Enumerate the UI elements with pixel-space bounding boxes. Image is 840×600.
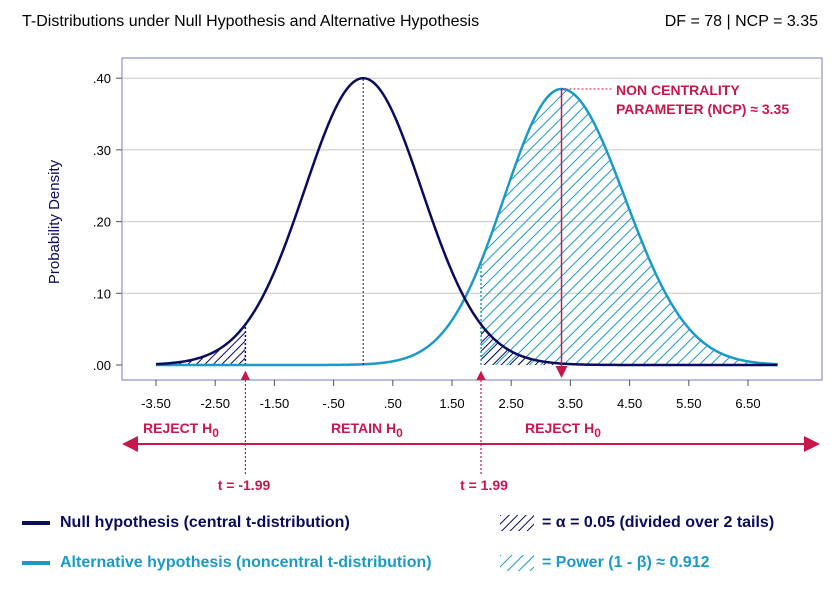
crit-label-right: t = 1.99 xyxy=(460,477,508,493)
legend-null-label: Null hypothesis (central t-distribution) xyxy=(60,514,350,531)
legend-alpha-swatch xyxy=(500,515,534,531)
x-tick-label: .50 xyxy=(384,396,402,411)
y-tick-label: .40 xyxy=(93,71,111,86)
legend-null: Null hypothesis (central t-distribution) xyxy=(22,514,350,532)
x-tick-label: 4.50 xyxy=(617,396,642,411)
plot-frame xyxy=(121,57,823,381)
legend-alt-label: Alternative hypothesis (noncentral t-dis… xyxy=(60,554,432,571)
y-tick-label: .30 xyxy=(93,143,111,158)
x-tick-label: 5.50 xyxy=(676,396,701,411)
x-tick-label: 2.50 xyxy=(499,396,524,411)
alpha-area-right xyxy=(481,324,778,365)
legend-alpha-label: = α = 0.05 (divided over 2 tails) xyxy=(542,514,775,531)
power-area xyxy=(481,88,778,365)
tick-layer: .00 .10 .20 .30 .40 -3.50 -2.50 -1.50 -.50 .50 1.5… xyxy=(93,71,761,411)
crit-label-left: t = -1.99 xyxy=(218,477,271,493)
y-tick-label: .20 xyxy=(93,215,111,230)
x-tick-label: -.50 xyxy=(322,396,344,411)
grid-layer xyxy=(122,77,822,294)
legend-power-swatch xyxy=(500,555,534,571)
x-tick-label: 6.50 xyxy=(735,396,760,411)
legend-null-line xyxy=(22,521,50,525)
legend-alt-line xyxy=(22,561,50,565)
x-tick-label: -2.50 xyxy=(200,396,230,411)
curve-layer xyxy=(155,76,778,367)
ncp-label-line2: PARAMETER (NCP) ≈ 3.35 xyxy=(616,101,789,117)
ncp-label-line1: NON CENTRALITY xyxy=(616,82,740,98)
fill-layer xyxy=(156,88,778,365)
null-curve xyxy=(155,76,778,367)
y-axis-label: Probability Density xyxy=(46,159,63,284)
legend-power: = Power (1 - β) ≈ 0.912 xyxy=(500,554,710,572)
chart-title: T-Distributions under Null Hypothesis an… xyxy=(22,13,480,30)
region-reject-left: REJECT H0 xyxy=(143,420,219,440)
x-tick-label: -3.50 xyxy=(141,396,171,411)
legend-alpha: = α = 0.05 (divided over 2 tails) xyxy=(500,514,774,532)
x-tick-label: -1.50 xyxy=(260,396,290,411)
annot-layer xyxy=(240,78,612,474)
x-tick-label: 3.50 xyxy=(558,396,583,411)
legend-power-label: = Power (1 - β) ≈ 0.912 xyxy=(542,554,710,571)
y-tick-label: .00 xyxy=(93,358,111,373)
region-retain: RETAIN H0 xyxy=(331,420,403,440)
legend-alt: Alternative hypothesis (noncentral t-dis… xyxy=(22,554,432,572)
y-tick-label: .10 xyxy=(93,286,111,301)
chart-stats: DF = 78 | NCP = 3.35 xyxy=(664,13,818,30)
alpha-area-left xyxy=(156,325,246,365)
region-reject-right: REJECT H0 xyxy=(525,420,601,440)
x-tick-label: 1.50 xyxy=(439,396,464,411)
alt-curve xyxy=(156,87,778,367)
